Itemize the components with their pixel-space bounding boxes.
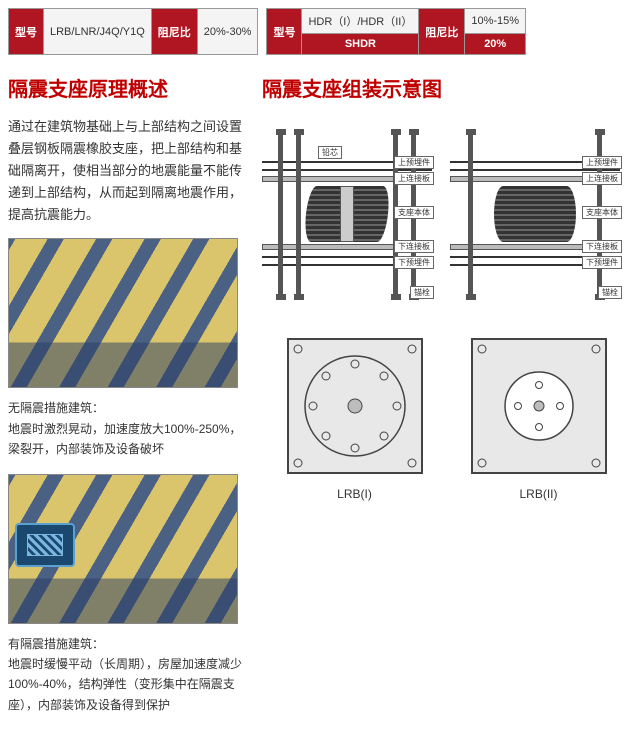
bolt [468, 132, 473, 297]
header-table-right: 型号 HDR（I）/HDR（II） 阻尼比 10%-15% SHDR 20% [266, 8, 526, 55]
label-bolt: 锚栓 [410, 286, 434, 299]
label-lower-anchor: 下预埋件 [582, 256, 622, 269]
hdr-left-damp-val: 20%-30% [197, 9, 258, 55]
label-core: 铅芯 [318, 146, 342, 159]
side-diagram-lrb1: 铅芯 上预埋件 上连接板 支座本体 下连接板 下预埋件 锚栓 [262, 116, 432, 311]
figure1-caption-body: 地震时激烈晃动，加速度放大100%-250%，梁裂开，内部装饰及设备破坏 [8, 422, 241, 456]
figure2-caption-head: 有隔震措施建筑： [8, 637, 104, 651]
figure2-caption-body: 地震时缓慢平动（长周期），房屋加速度减少100%-40%，结构弹性（变形集中在隔… [8, 657, 242, 712]
left-title: 隔震支座原理概述 [8, 73, 246, 102]
label-body: 支座本体 [582, 206, 622, 219]
plan-lrb2: LRB(II) [459, 331, 619, 501]
figure-no-isolation [8, 238, 238, 388]
rubber-body [494, 186, 576, 242]
column-left: 隔震支座原理概述 通过在建筑物基础上与上部结构之间设置叠层钢板隔震橡胶支座，把上… [8, 73, 246, 729]
figure1-caption-head: 无隔震措施建筑： [8, 401, 104, 415]
right-title: 隔震支座组装示意图 [262, 73, 631, 102]
label-lower-conn: 下连接板 [582, 240, 622, 253]
bolt [278, 132, 283, 297]
content: 隔震支座原理概述 通过在建筑物基础上与上部结构之间设置叠层钢板隔震橡胶支座，把上… [8, 73, 631, 729]
side-diagram-lrb2: 上预埋件 上连接板 支座本体 下连接板 下预埋件 锚栓 [450, 116, 620, 311]
hdr-left-model-val: LRB/LNR/J4Q/Y1Q [44, 9, 152, 55]
label-bolt: 锚栓 [598, 286, 622, 299]
hdr-right-damp: 阻尼比 [419, 9, 465, 55]
plan-lrb1-svg [280, 331, 430, 481]
hdr-right-model-val1: HDR（I）/HDR（II） [302, 9, 419, 34]
label-upper-conn: 上连接板 [582, 172, 622, 185]
figure-inset [15, 523, 75, 567]
hdr-right-damp-val2: 20% [465, 34, 526, 55]
label-upper-conn: 上连接板 [394, 172, 434, 185]
figure1-caption: 无隔震措施建筑： 地震时激烈晃动，加速度放大100%-250%，梁裂开，内部装饰… [8, 398, 246, 459]
figure2-caption: 有隔震措施建筑： 地震时缓慢平动（长周期），房屋加速度减少100%-40%，结构… [8, 634, 246, 716]
label-lower-conn: 下连接板 [394, 240, 434, 253]
figure-with-isolation [8, 474, 238, 624]
label-upper-anchor: 上预埋件 [394, 156, 434, 169]
bolt [296, 132, 301, 297]
hdr-left-damp: 阻尼比 [151, 9, 197, 55]
label-lower-anchor: 下预埋件 [394, 256, 434, 269]
hdr-right-model: 型号 [267, 9, 302, 55]
header-tables: 型号 LRB/LNR/J4Q/Y1Q 阻尼比 20%-30% 型号 HDR（I）… [8, 8, 631, 55]
header-table-left: 型号 LRB/LNR/J4Q/Y1Q 阻尼比 20%-30% [8, 8, 258, 55]
plan-lrb2-label: LRB(II) [459, 487, 619, 501]
label-body: 支座本体 [394, 206, 434, 219]
plan-lrb1: LRB(I) [275, 331, 435, 501]
hdr-right-damp-val1: 10%-15% [465, 9, 526, 34]
plan-diagrams: LRB(I) LRB(II) [262, 331, 631, 501]
plan-lrb1-label: LRB(I) [275, 487, 435, 501]
hdr-right-model-val2: SHDR [302, 34, 419, 55]
column-right: 隔震支座组装示意图 铅芯 上预埋件 上连接板 支座本体 下连接板 [262, 73, 631, 729]
label-upper-anchor: 上预埋件 [582, 156, 622, 169]
hdr-left-model: 型号 [9, 9, 44, 55]
lead-core [340, 186, 354, 242]
left-intro: 通过在建筑物基础上与上部结构之间设置叠层钢板隔震橡胶支座，把上部结构和基础隔离开… [8, 116, 246, 226]
figure-overlay [9, 239, 237, 387]
side-diagrams: 铅芯 上预埋件 上连接板 支座本体 下连接板 下预埋件 锚栓 上预埋件 上连接板… [262, 116, 631, 311]
plan-lrb2-svg [464, 331, 614, 481]
